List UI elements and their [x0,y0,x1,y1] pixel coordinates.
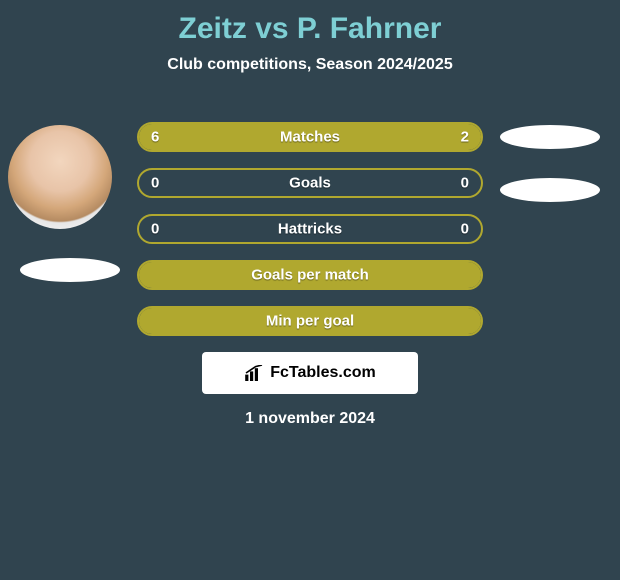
stat-label: Hattricks [278,221,342,238]
player-left-nameplate [20,258,120,282]
stat-right-value: 0 [461,175,469,192]
stat-row-hattricks: 0 Hattricks 0 [137,214,483,244]
brand-text: FcTables.com [270,364,376,382]
stat-label: Min per goal [266,313,354,330]
brand-box: FcTables.com [202,352,418,394]
player-right-nameplate [500,178,600,202]
subtitle: Club competitions, Season 2024/2025 [0,56,620,74]
date-text: 1 november 2024 [245,410,375,428]
stats-container: 6 Matches 2 0 Goals 0 0 Hattricks 0 Goal… [137,122,483,352]
stat-row-min-per-goal: Min per goal [137,306,483,336]
stat-right-value: 2 [461,129,469,146]
stat-row-goals-per-match: Goals per match [137,260,483,290]
stat-fill-left [139,124,385,150]
player-right-avatar [500,125,600,149]
player-left-avatar [8,125,112,229]
stat-left-value: 0 [151,175,159,192]
stat-row-matches: 6 Matches 2 [137,122,483,152]
stat-label: Matches [280,129,340,146]
page-title: Zeitz vs P. Fahrner [0,0,620,46]
stat-right-value: 0 [461,221,469,238]
stat-row-goals: 0 Goals 0 [137,168,483,198]
stat-label: Goals per match [251,267,369,284]
stat-label: Goals [289,175,331,192]
stat-left-value: 6 [151,129,159,146]
stat-left-value: 0 [151,221,159,238]
chart-icon [244,365,264,381]
